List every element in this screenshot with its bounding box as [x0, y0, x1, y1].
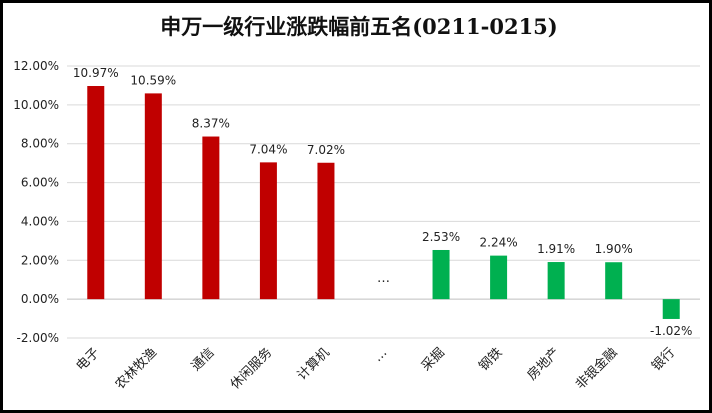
data-label: 7.04% [249, 142, 287, 156]
x-tick-label: 农林牧渔 [113, 345, 160, 392]
x-tick-label: 电子 [74, 345, 103, 374]
chart-title: 申万一级行业涨跌幅前五名(0211-0215) [160, 14, 558, 39]
bar [547, 262, 565, 300]
bar [87, 86, 105, 300]
x-tick-label: 非银金融 [572, 345, 620, 393]
bar [605, 262, 623, 300]
y-tick-label: 0.00% [21, 292, 59, 306]
data-label: 7.02% [307, 143, 345, 157]
data-label: -1.02% [650, 324, 692, 338]
x-tick-label: … [371, 345, 391, 365]
bar [202, 136, 220, 300]
bar [432, 249, 450, 300]
bar [317, 162, 335, 300]
y-tick-label: 8.00% [21, 137, 59, 151]
bar [490, 255, 508, 300]
y-tick-label: 4.00% [21, 214, 59, 228]
y-tick-label: 10.00% [13, 98, 59, 112]
data-label: 1.90% [595, 242, 633, 256]
y-tick-label: 6.00% [21, 176, 59, 190]
x-tick-label: 计算机 [295, 345, 333, 383]
data-label: 2.53% [422, 230, 460, 244]
y-tick-label: 2.00% [21, 253, 59, 267]
x-tick-label: 通信 [189, 345, 218, 374]
bar-chart: -2.00% 0.00% 2.00% 4.00% 6.00% 8.00% 10.00% 12.… [13, 59, 700, 393]
bar [259, 162, 277, 300]
gap-ellipsis-mark: … [377, 271, 390, 286]
x-tick-label: 房地产 [524, 345, 563, 384]
x-tick-label: 采掘 [419, 345, 448, 374]
data-label: 1.91% [537, 242, 575, 256]
data-label: 10.59% [130, 73, 176, 87]
bar [144, 93, 162, 300]
y-tick-label: -2.00% [17, 331, 59, 345]
data-label: 2.24% [480, 236, 518, 250]
data-label: 10.97% [73, 66, 119, 80]
data-label: 8.37% [192, 117, 230, 131]
bar [662, 299, 680, 319]
x-tick-label: 休闲服务 [227, 345, 275, 393]
y-tick-label: 12.00% [13, 59, 59, 73]
x-tick-label: 银行 [649, 345, 678, 374]
x-tick-label: 钢铁 [476, 345, 505, 374]
